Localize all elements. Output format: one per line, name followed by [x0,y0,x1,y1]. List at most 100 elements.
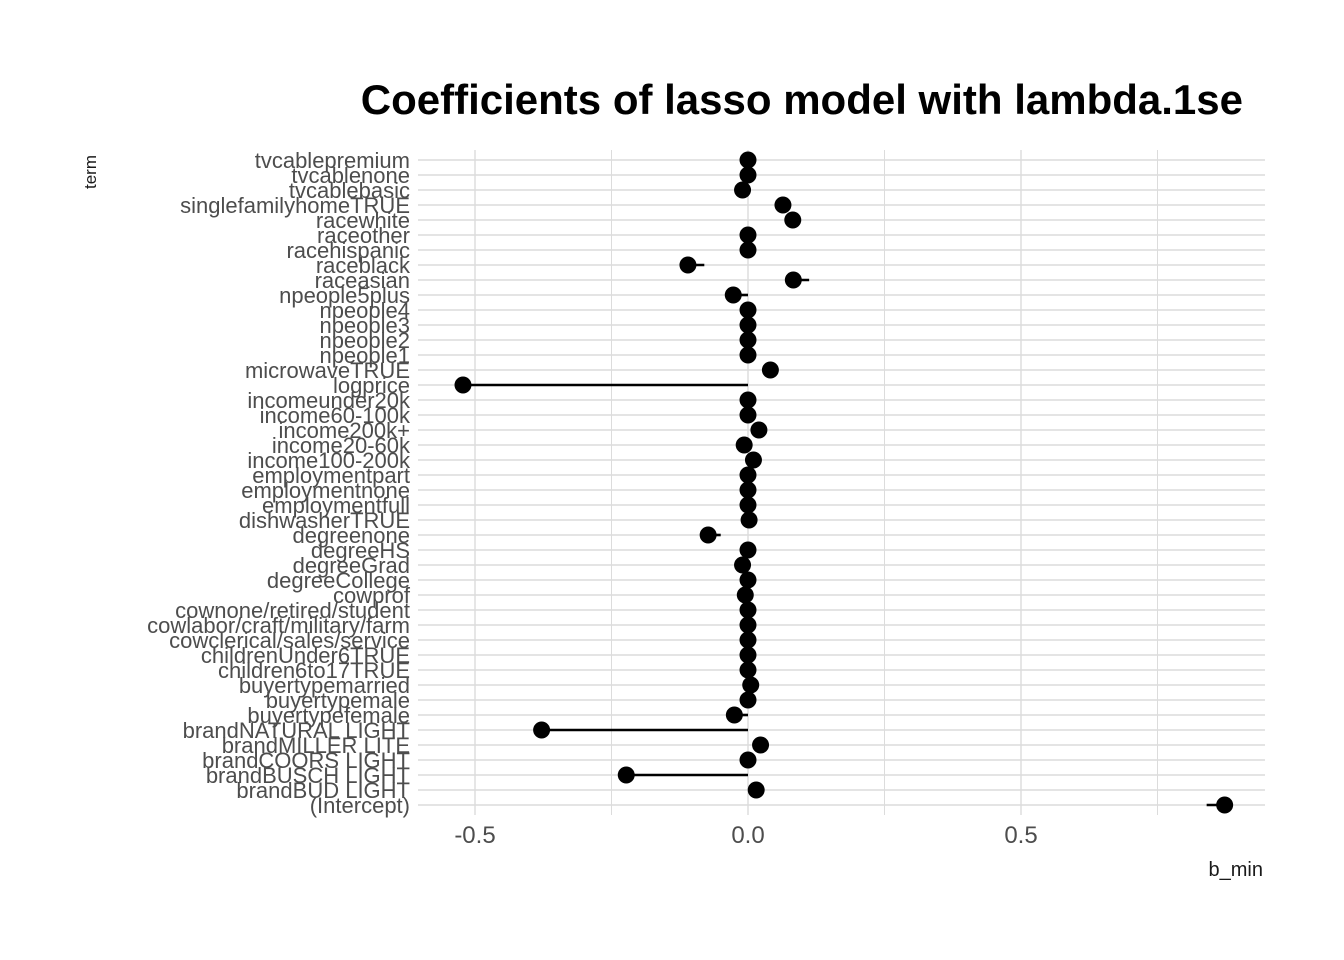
y-tick-label: buyertypefemale [247,703,410,728]
y-tick-label: brandBUSCH LIGHT [206,763,410,788]
coef-point [739,316,757,334]
coef-point [736,586,754,604]
coef-point [739,391,757,409]
y-tick-label: brandMILLER LITE [222,733,410,758]
point-layer [454,151,1234,814]
y-tick-label: buyertypemale [266,688,410,713]
x-tick-label: 0.5 [1004,822,1037,849]
y-tick-label: income20-60k [272,433,411,458]
coef-point [739,301,757,319]
y-axis-title: term [81,155,100,189]
coef-point [1216,796,1234,814]
y-tick-label: cowlabor/craft/military/farm [147,613,410,638]
y-tick-label: npeople5plus [279,283,410,308]
coef-point [750,421,768,439]
y-tick-label: tvcablepremium [255,148,410,173]
coef-point [761,361,779,379]
coef-point [739,466,757,484]
y-tick-label: incomeunder20k [247,388,411,413]
y-tick-label: (Intercept) [310,793,410,818]
coef-point [739,616,757,634]
chart-title: Coefficients of lasso model with lambda.… [361,76,1243,123]
y-tick-labels: tvcablepremiumtvcablenonetvcablebasicsin… [147,148,411,818]
y-tick-label: raceother [317,223,410,248]
y-tick-label: degreeGrad [293,553,410,578]
coef-point [739,601,757,619]
coef-point [739,481,757,499]
y-tick-label: brandNATURAL LIGHT [183,718,410,743]
coef-point [739,496,757,514]
coef-point [739,226,757,244]
y-tick-label: buyertypemarried [239,673,410,698]
y-tick-label: income100-200k [247,448,411,473]
y-tick-label: logprice [333,373,410,398]
y-tick-label: employmentfull [262,493,410,518]
coef-point [739,646,757,664]
coef-point [724,286,742,304]
y-tick-label: raceblack [316,253,411,278]
coef-point [734,181,752,199]
y-tick-label: children6to17TRUE [218,658,410,683]
y-tick-label: income200k+ [279,418,410,443]
coef-point [739,541,757,559]
y-tick-label: microwaveTRUE [245,358,410,383]
coef-point [739,751,757,769]
y-tick-label: brandBUD LIGHT [236,778,410,803]
coef-point [725,706,743,724]
x-tick-label: -0.5 [454,822,495,849]
x-axis-title: b_min [1209,859,1263,881]
y-tick-label: npeople4 [319,298,410,323]
coef-point [739,406,757,424]
y-tick-label: degreeHS [311,538,410,563]
coef-point [784,211,802,229]
coef-point [784,271,802,289]
y-tick-label: childrenUnder6TRUE [201,643,410,668]
coef-point [735,436,753,454]
y-tick-label: cownone/retired/student [175,598,410,623]
coef-point [744,451,762,469]
coef-point [734,556,752,574]
y-tick-label: npeople1 [319,343,410,368]
coef-point [533,721,551,739]
y-tick-label: cowclerical/sales/service [169,628,410,653]
x-tick-labels: -0.5 0.0 0.5 [454,822,1037,849]
coef-point [454,376,472,394]
coef-point [774,196,792,214]
y-tick-label: npeople2 [319,328,410,353]
y-tick-label: cowprof [333,583,411,608]
coef-point [699,526,717,544]
y-tick-label: singlefamilyhomeTRUE [180,193,410,218]
coef-point [739,571,757,589]
y-tick-label: tvcablebasic [289,178,410,203]
y-tick-label: income60-100k [260,403,411,428]
coef-point [739,346,757,364]
coef-point [739,151,757,169]
y-tick-label: employmentnone [241,478,410,503]
coef-point [752,736,770,754]
y-tick-label: npeople3 [319,313,410,338]
coef-point [617,766,635,784]
coef-point [742,676,760,694]
y-tick-label: brandCOORS LIGHT [202,748,410,773]
y-tick-label: tvcablenone [291,163,410,188]
y-tick-label: degreenone [293,523,410,548]
coef-point [739,166,757,184]
y-tick-label: racehispanic [286,238,410,263]
coef-point [740,511,758,529]
y-tick-label: racewhite [316,208,410,233]
segment-layer [462,188,1225,807]
coef-point [739,331,757,349]
y-tick-label: degreeCollege [267,568,410,593]
coef-point [739,241,757,259]
y-tick-label: raceasian [315,268,410,293]
y-tick-label: dishwasherTRUE [239,508,410,533]
x-tick-label: 0.0 [731,822,764,849]
grid-layer [418,150,1265,815]
coef-point [679,256,697,274]
y-tick-label: employmentpart [252,463,410,488]
coef-point [739,691,757,709]
coef-point [739,631,757,649]
coef-point [739,661,757,679]
